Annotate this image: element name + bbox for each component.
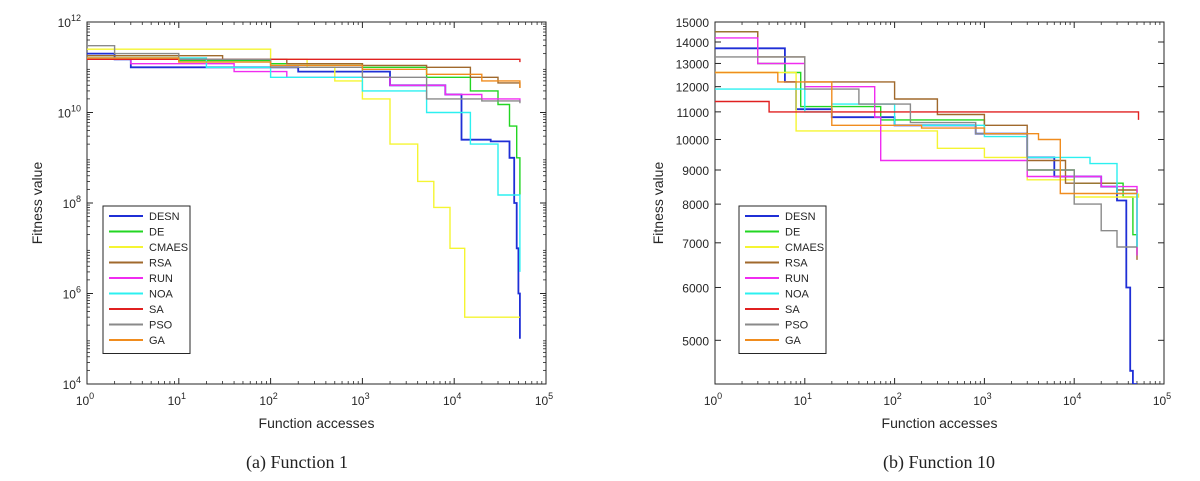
legend-label-rsa: RSA: [149, 258, 172, 270]
legend: DESN DE CMAES RSA RUN NOA SA PSO GA: [102, 205, 191, 354]
y-tick-label: 6000: [682, 281, 709, 295]
x-tick-label: 105: [535, 391, 553, 408]
y-tick-label: 10000: [676, 133, 710, 147]
x-tick-label: 102: [883, 391, 901, 408]
y-tick-label: 5000: [682, 334, 709, 348]
x-tick-label: 104: [443, 391, 461, 408]
y-tick-label: 104: [63, 375, 81, 392]
x-tick-label: 100: [704, 391, 722, 408]
y-tick-label: 8000: [682, 198, 709, 212]
legend-label-ga: GA: [149, 335, 166, 347]
legend-label-noa: NOA: [785, 289, 810, 301]
legend-label-cmaes: CMAES: [149, 242, 188, 254]
x-tick-label: 103: [973, 391, 991, 408]
legend-label-pso: PSO: [785, 320, 809, 332]
legend-label-sa: SA: [149, 304, 164, 316]
y-tick-label: 1010: [58, 104, 81, 121]
chart-panel-2: 100 101 102 103 104 105 5000 6000 7000 8000 9000 10…: [650, 16, 1171, 431]
legend-label-ga: GA: [785, 335, 802, 347]
y-axis-title: Fitness value: [650, 162, 666, 245]
legend: DESN DE CMAES RSA RUN NOA SA PSO GA: [738, 205, 827, 354]
y-tick-label: 106: [63, 285, 81, 302]
x-tick-label: 104: [1063, 391, 1081, 408]
y-tick-label: 13000: [676, 57, 710, 71]
series-group: [87, 45, 521, 339]
legend-box: [738, 205, 827, 354]
y-tick-label: 9000: [682, 164, 709, 178]
legend-label-noa: NOA: [149, 289, 174, 301]
legend-label-sa: SA: [785, 304, 800, 316]
x-tick-label: 102: [259, 391, 277, 408]
y-axis-title: Fitness value: [29, 162, 45, 245]
x-tick-label: 101: [794, 391, 812, 408]
series-group: [715, 31, 1140, 384]
x-tick-label: 103: [351, 391, 369, 408]
legend-box: [102, 205, 191, 354]
y-tick-label: 11000: [677, 106, 710, 120]
legend-label-de: DE: [785, 227, 800, 239]
legend-label-desn: DESN: [149, 211, 180, 223]
x-tick-label: 100: [76, 391, 94, 408]
caption-function-10: (b) Function 10: [883, 452, 995, 473]
legend-label-run: RUN: [149, 273, 173, 285]
y-tick-label: 7000: [682, 237, 709, 251]
y-tick-label: 12000: [676, 81, 710, 95]
x-axis-title: Function accesses: [882, 415, 998, 431]
y-tick-label: 108: [63, 194, 81, 211]
series-line-ga: [715, 71, 1137, 195]
legend-label-desn: DESN: [785, 211, 816, 223]
series-line-ga: [87, 57, 521, 88]
y-tick-label: 14000: [676, 36, 710, 50]
y-tick-label: 1012: [58, 13, 81, 30]
series-line-desn: [87, 52, 521, 339]
legend-label-run: RUN: [785, 273, 809, 285]
x-tick-label: 105: [1153, 391, 1171, 408]
legend-label-cmaes: CMAES: [785, 242, 824, 254]
x-axis-title: Function accesses: [259, 415, 375, 431]
x-tick-label: 101: [168, 391, 186, 408]
series-line-cmaes: [87, 48, 520, 318]
legend-label-rsa: RSA: [785, 258, 808, 270]
series-line-sa: [715, 100, 1140, 120]
legend-label-pso: PSO: [149, 320, 173, 332]
legend-label-de: DE: [149, 227, 164, 239]
caption-function-1: (a) Function 1: [246, 452, 348, 473]
chart-panel-1: 100 101 102 103 104 105 104 106 108 1010 1012 Funct…: [29, 13, 553, 431]
y-tick-label: 15000: [676, 16, 710, 30]
series-line-run: [715, 37, 1138, 256]
